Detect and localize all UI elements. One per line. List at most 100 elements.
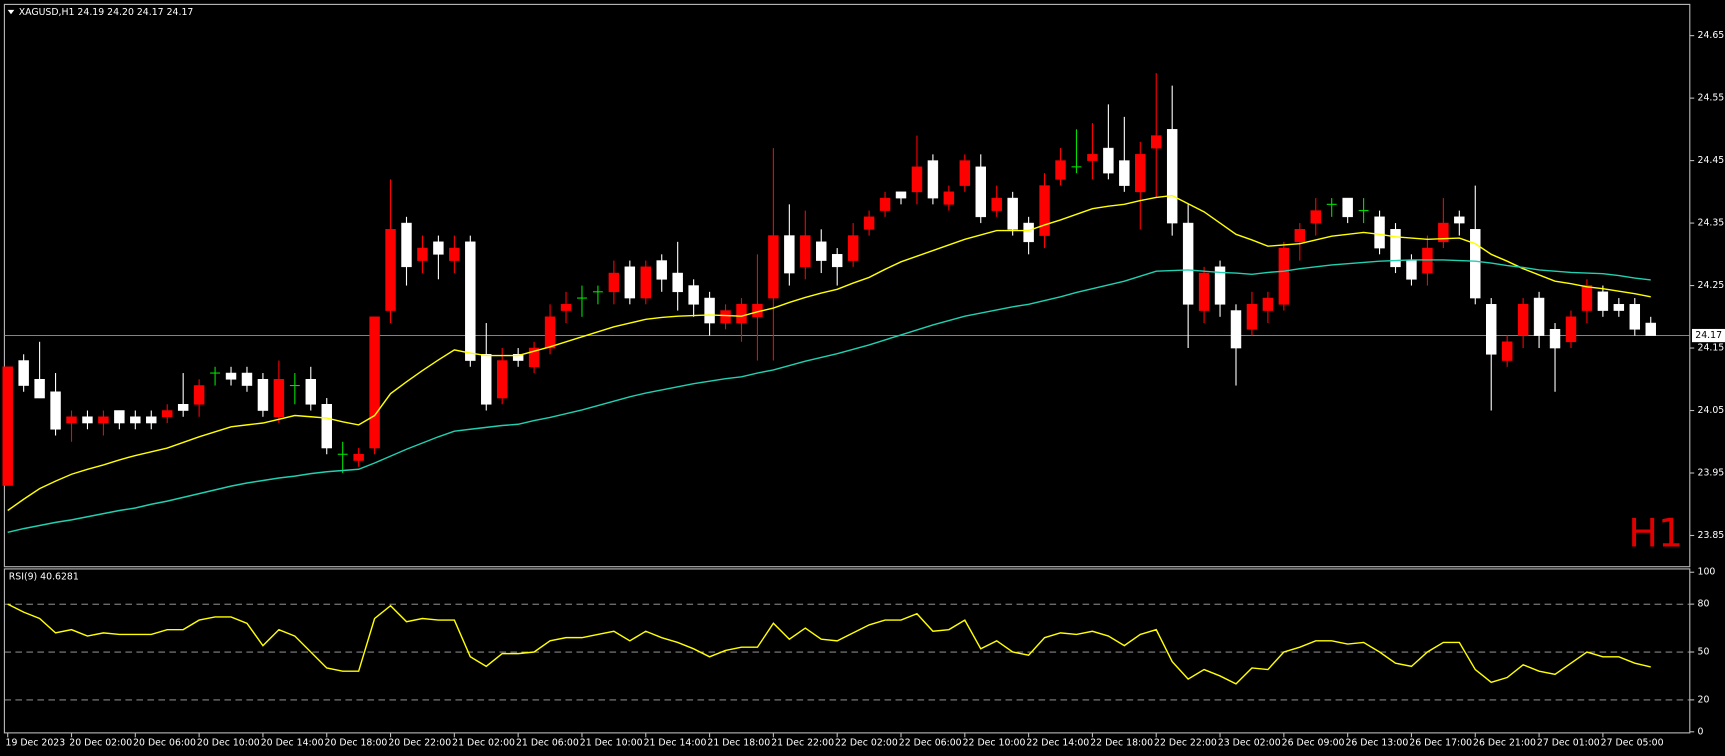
x-tick-label: 22 Dec 22:00 bbox=[1154, 737, 1217, 748]
candle-body bbox=[1390, 229, 1401, 268]
candle-body bbox=[1262, 297, 1274, 311]
current-price-label: 24.17 bbox=[1695, 330, 1722, 341]
candle-body bbox=[1581, 285, 1593, 311]
candle-body bbox=[66, 416, 77, 424]
candle-body bbox=[34, 379, 45, 399]
timeframe-watermark: H1 bbox=[1628, 510, 1683, 556]
candle-body bbox=[161, 410, 173, 418]
candle-body bbox=[1310, 210, 1321, 224]
candle-body bbox=[257, 379, 269, 411]
candle-body bbox=[1470, 229, 1481, 299]
candle-body bbox=[1007, 197, 1018, 230]
candle-body bbox=[959, 160, 971, 186]
x-tick-label: 22 Dec 18:00 bbox=[1090, 737, 1153, 748]
x-tick-label: 20 Dec 06:00 bbox=[133, 737, 196, 748]
candle-body bbox=[1023, 222, 1034, 243]
candle-body bbox=[369, 316, 380, 449]
candle-body bbox=[1182, 222, 1194, 305]
candle-body bbox=[465, 241, 476, 361]
candle-body bbox=[241, 372, 253, 386]
y-tick-label: 24.65 bbox=[1697, 30, 1724, 41]
candle-body bbox=[1151, 135, 1162, 149]
candle-body bbox=[688, 285, 699, 305]
candle-body bbox=[1549, 329, 1561, 349]
candle-body bbox=[991, 197, 1002, 211]
candle-body bbox=[114, 410, 125, 424]
x-tick-label: 20 Dec 18:00 bbox=[325, 737, 388, 748]
x-tick-label: 22 Dec 10:00 bbox=[963, 737, 1026, 748]
chart-title: XAGUSD,H1 24.19 24.20 24.17 24.17 bbox=[19, 7, 194, 18]
x-tick-label: 22 Dec 14:00 bbox=[1026, 737, 1089, 748]
candle-body bbox=[1501, 341, 1513, 361]
x-tick-label: 21 Dec 18:00 bbox=[707, 737, 770, 748]
candle-body bbox=[911, 166, 923, 193]
x-tick-label: 26 Dec 21:00 bbox=[1473, 737, 1536, 748]
candle-body bbox=[528, 347, 540, 368]
candle-body bbox=[1406, 260, 1417, 280]
candle-body bbox=[1055, 160, 1066, 180]
candle-body bbox=[1374, 216, 1385, 249]
candle-body bbox=[672, 272, 683, 293]
candle-body bbox=[560, 304, 572, 311]
y-tick-label: 20 bbox=[1697, 694, 1709, 705]
candle-body bbox=[225, 372, 237, 380]
candle-body bbox=[831, 254, 843, 268]
y-tick-label: 24.55 bbox=[1697, 93, 1724, 104]
candle-body bbox=[401, 222, 412, 268]
candle-body bbox=[1565, 316, 1577, 343]
candle-body bbox=[305, 379, 317, 405]
candle-body bbox=[1214, 266, 1226, 305]
y-tick-label: 24.05 bbox=[1697, 405, 1724, 416]
x-tick-label: 21 Dec 22:00 bbox=[771, 737, 834, 748]
candle-body bbox=[496, 360, 508, 399]
y-tick-label: 100 bbox=[1697, 567, 1715, 578]
x-tick-label: 22 Dec 02:00 bbox=[835, 737, 898, 748]
candle-body bbox=[481, 354, 492, 405]
x-tick-label: 26 Dec 13:00 bbox=[1345, 737, 1408, 748]
candle-body bbox=[273, 379, 285, 418]
candle-body bbox=[1438, 222, 1449, 243]
x-tick-label: 21 Dec 14:00 bbox=[644, 737, 707, 748]
candle-body bbox=[975, 166, 986, 218]
y-tick-label: 50 bbox=[1697, 647, 1709, 658]
x-tick-label: 26 Dec 17:00 bbox=[1409, 737, 1472, 748]
y-tick-label: 24.45 bbox=[1697, 155, 1724, 166]
candle-body bbox=[1294, 229, 1306, 243]
x-tick-label: 20 Dec 22:00 bbox=[388, 737, 451, 748]
x-tick-label: 27 Dec 01:00 bbox=[1537, 737, 1600, 748]
candle-body bbox=[1533, 297, 1545, 336]
y-tick-label: 23.85 bbox=[1697, 530, 1724, 541]
candle-body bbox=[1198, 272, 1210, 311]
candle-body bbox=[927, 160, 939, 199]
candle-body bbox=[385, 229, 396, 311]
candle-body bbox=[18, 360, 29, 386]
x-tick-label: 20 Dec 02:00 bbox=[69, 737, 132, 748]
candle-body bbox=[784, 235, 795, 274]
candle-body bbox=[1613, 304, 1625, 311]
candle-body bbox=[1087, 154, 1098, 161]
candle-body bbox=[640, 266, 652, 299]
candle-body bbox=[608, 272, 620, 293]
x-tick-label: 20 Dec 10:00 bbox=[197, 737, 260, 748]
candle-body bbox=[417, 247, 428, 261]
y-tick-label: 23.95 bbox=[1697, 468, 1724, 479]
candle-body bbox=[130, 416, 141, 424]
candle-body bbox=[847, 235, 859, 261]
candle-body bbox=[1166, 129, 1178, 224]
candle-body bbox=[720, 310, 731, 324]
candle-body bbox=[736, 304, 747, 324]
candle-body bbox=[1135, 154, 1146, 193]
y-tick-label: 24.35 bbox=[1697, 218, 1724, 229]
candle-body bbox=[656, 260, 667, 280]
candle-body bbox=[624, 266, 636, 299]
x-tick-label: 21 Dec 06:00 bbox=[516, 737, 579, 748]
y-tick-label: 0 bbox=[1697, 726, 1703, 737]
current-price-tag bbox=[1691, 328, 1725, 343]
candle-body bbox=[704, 297, 715, 324]
x-tick-label: 21 Dec 02:00 bbox=[452, 737, 515, 748]
candle-body bbox=[1517, 304, 1529, 336]
x-tick-label: 20 Dec 14:00 bbox=[261, 737, 324, 748]
